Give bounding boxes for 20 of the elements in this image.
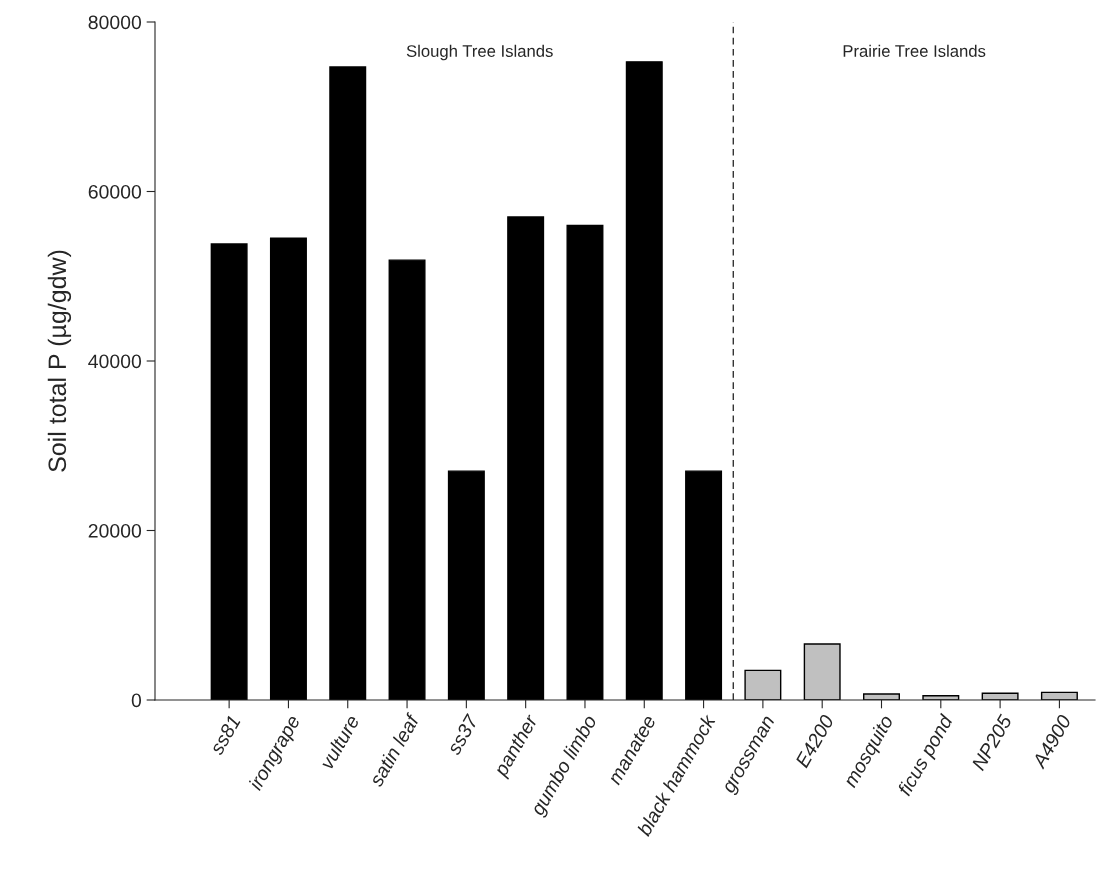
y-axis-title: Soil total P (µg/gdw)	[47, 250, 72, 472]
y-tick-label: 0	[131, 693, 142, 708]
bar	[210, 243, 248, 700]
y-tick-label: 60000	[88, 184, 142, 199]
bar	[625, 61, 663, 700]
bar	[329, 66, 367, 700]
bar	[685, 470, 723, 700]
bar	[863, 693, 900, 700]
bar	[507, 216, 545, 700]
annotation: Prairie Tree Islands	[843, 44, 986, 57]
bar	[388, 259, 426, 700]
y-tick-label: 20000	[88, 523, 142, 538]
y-tick-label: 80000	[88, 15, 142, 30]
y-tick-label: 40000	[88, 354, 142, 369]
bar	[803, 643, 841, 700]
annotation: Slough Tree Islands	[406, 44, 553, 61]
bar	[566, 224, 604, 700]
bar	[744, 669, 782, 700]
bar	[447, 470, 485, 700]
bar	[269, 237, 307, 700]
